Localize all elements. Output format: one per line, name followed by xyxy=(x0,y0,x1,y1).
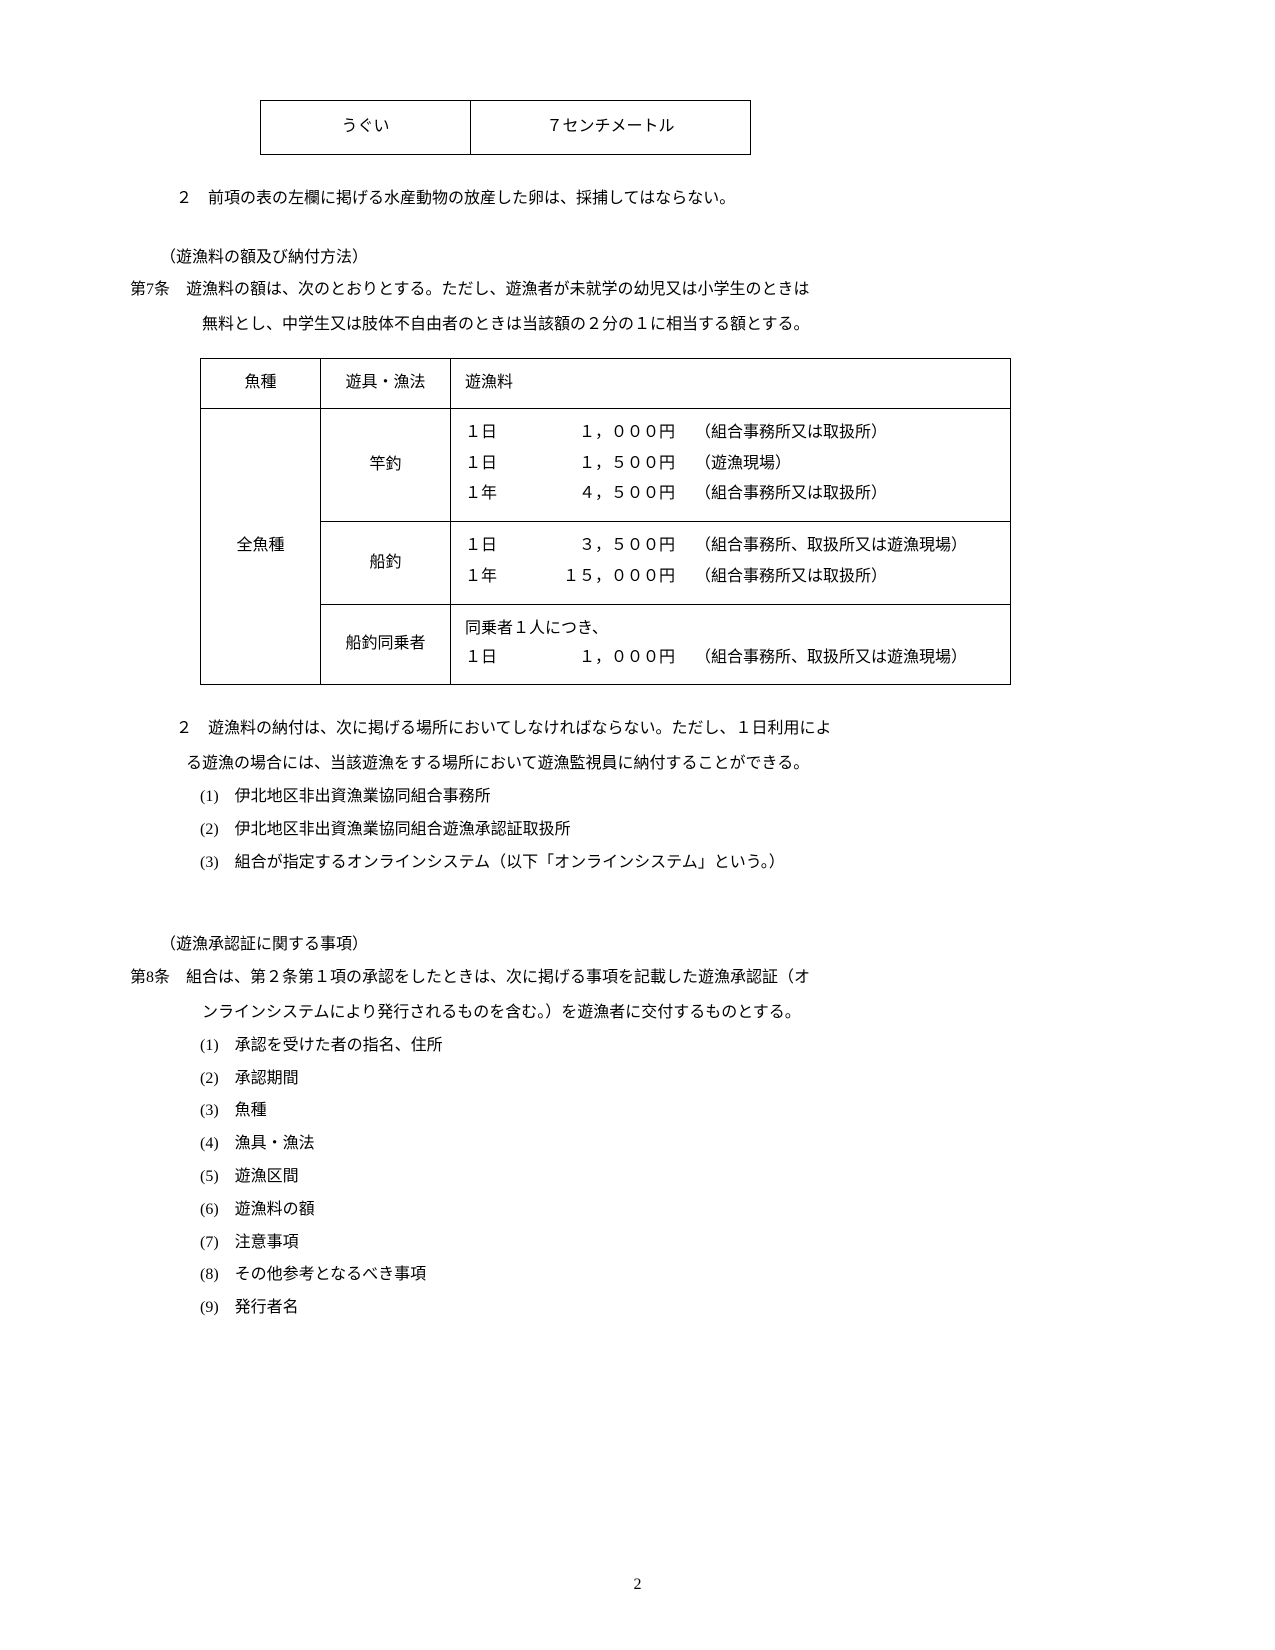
fee-period: １年 xyxy=(465,563,525,592)
para-6-2: ２ 前項の表の左欄に掲げる水産動物の放産した卵は、採捕してはならない。 xyxy=(160,185,1145,214)
section-8-title: （遊漁承認証に関する事項） xyxy=(160,931,1145,960)
para-7-2-line1: ２ 遊漁料の納付は、次に掲げる場所においてしなければならない。ただし、１日利用に… xyxy=(160,715,1145,744)
para-7-2-line2: る遊漁の場合には、当該遊漁をする場所において遊漁監視員に納付することができる。 xyxy=(186,750,1145,779)
item-8-6: (6) 遊漁料の額 xyxy=(200,1196,1145,1225)
fee-location: （組合事務所、取扱所又は遊漁現場） xyxy=(695,532,996,561)
item-8-8: (8) その他参考となるべき事項 xyxy=(200,1261,1145,1290)
fee-period: １日 xyxy=(465,450,525,479)
fee-amount: １，０００円 xyxy=(525,419,695,448)
fee-amount: １，０００円 xyxy=(525,644,695,673)
fee-location: （遊漁現場） xyxy=(695,450,996,479)
fee-amount: １，５００円 xyxy=(525,450,695,479)
fee-location: （組合事務所又は取扱所） xyxy=(695,480,996,509)
item-8-1: (1) 承認を受けた者の指名、住所 xyxy=(200,1032,1145,1061)
fee-cell-0: １日 １，０００円 （組合事務所又は取扱所） １日 １，５００円 （遊漁現場） … xyxy=(451,408,1011,521)
fee-amount: １５，０００円 xyxy=(525,563,695,592)
fee-method-0: 竿釣 xyxy=(321,408,451,521)
fee-species: 全魚種 xyxy=(201,408,321,685)
item-8-2: (2) 承認期間 xyxy=(200,1065,1145,1094)
fee-period: １年 xyxy=(465,480,525,509)
article-8-line1: 第8条 組合は、第２条第１項の承認をしたときは、次に掲げる事項を記載した遊漁承認… xyxy=(130,964,1145,993)
item-8-3: (3) 魚種 xyxy=(200,1097,1145,1126)
article-7-line2: 無料とし、中学生又は肢体不自由者のときは当該額の２分の１に相当する額とする。 xyxy=(202,311,1145,340)
fee-header-method: 遊具・漁法 xyxy=(321,358,451,408)
top-table-left: うぐい xyxy=(261,101,471,155)
fee-cell-1: １日 ３，５００円 （組合事務所、取扱所又は遊漁現場） １年 １５，０００円 （… xyxy=(451,522,1011,605)
item-8-5: (5) 遊漁区間 xyxy=(200,1163,1145,1192)
fee-header-fee: 遊漁料 xyxy=(451,358,1011,408)
article-7-line1: 第7条 遊漁料の額は、次のとおりとする。ただし、遊漁者が未就学の幼児又は小学生の… xyxy=(130,276,1145,305)
fee-cell-2: 同乗者１人につき、 １日 １，０００円 （組合事務所、取扱所又は遊漁現場） xyxy=(451,604,1011,685)
fee-location: （組合事務所又は取扱所） xyxy=(695,563,996,592)
fee-period: １日 xyxy=(465,532,525,561)
section-7-title: （遊漁料の額及び納付方法） xyxy=(160,244,1145,273)
top-small-table: うぐい ７センチメートル xyxy=(260,100,751,155)
fee-period: １日 xyxy=(465,644,525,673)
fee-location: （組合事務所、取扱所又は遊漁現場） xyxy=(695,644,996,673)
fee-note: 同乗者１人につき、 xyxy=(465,615,996,644)
item-8-7: (7) 注意事項 xyxy=(200,1229,1145,1258)
fee-period: １日 xyxy=(465,419,525,448)
item-7-3: (3) 組合が指定するオンラインシステム（以下「オンラインシステム」という。） xyxy=(200,849,1145,878)
item-8-9: (9) 発行者名 xyxy=(200,1294,1145,1323)
fee-table: 魚種 遊具・漁法 遊漁料 全魚種 竿釣 １日 １，０００円 （組合事務所又は取扱… xyxy=(200,358,1011,685)
item-8-4: (4) 漁具・漁法 xyxy=(200,1130,1145,1159)
fee-location: （組合事務所又は取扱所） xyxy=(695,419,996,448)
fee-method-1: 船釣 xyxy=(321,522,451,605)
fee-amount: ４，５００円 xyxy=(525,480,695,509)
item-7-1: (1) 伊北地区非出資漁業協同組合事務所 xyxy=(200,783,1145,812)
item-7-2: (2) 伊北地区非出資漁業協同組合遊漁承認証取扱所 xyxy=(200,816,1145,845)
page-number: 2 xyxy=(0,1571,1275,1600)
fee-amount: ３，５００円 xyxy=(525,532,695,561)
top-table-right: ７センチメートル xyxy=(471,101,751,155)
fee-header-species: 魚種 xyxy=(201,358,321,408)
article-8-line2: ンラインシステムにより発行されるものを含む。）を遊漁者に交付するものとする。 xyxy=(202,999,1145,1028)
fee-method-2: 船釣同乗者 xyxy=(321,604,451,685)
